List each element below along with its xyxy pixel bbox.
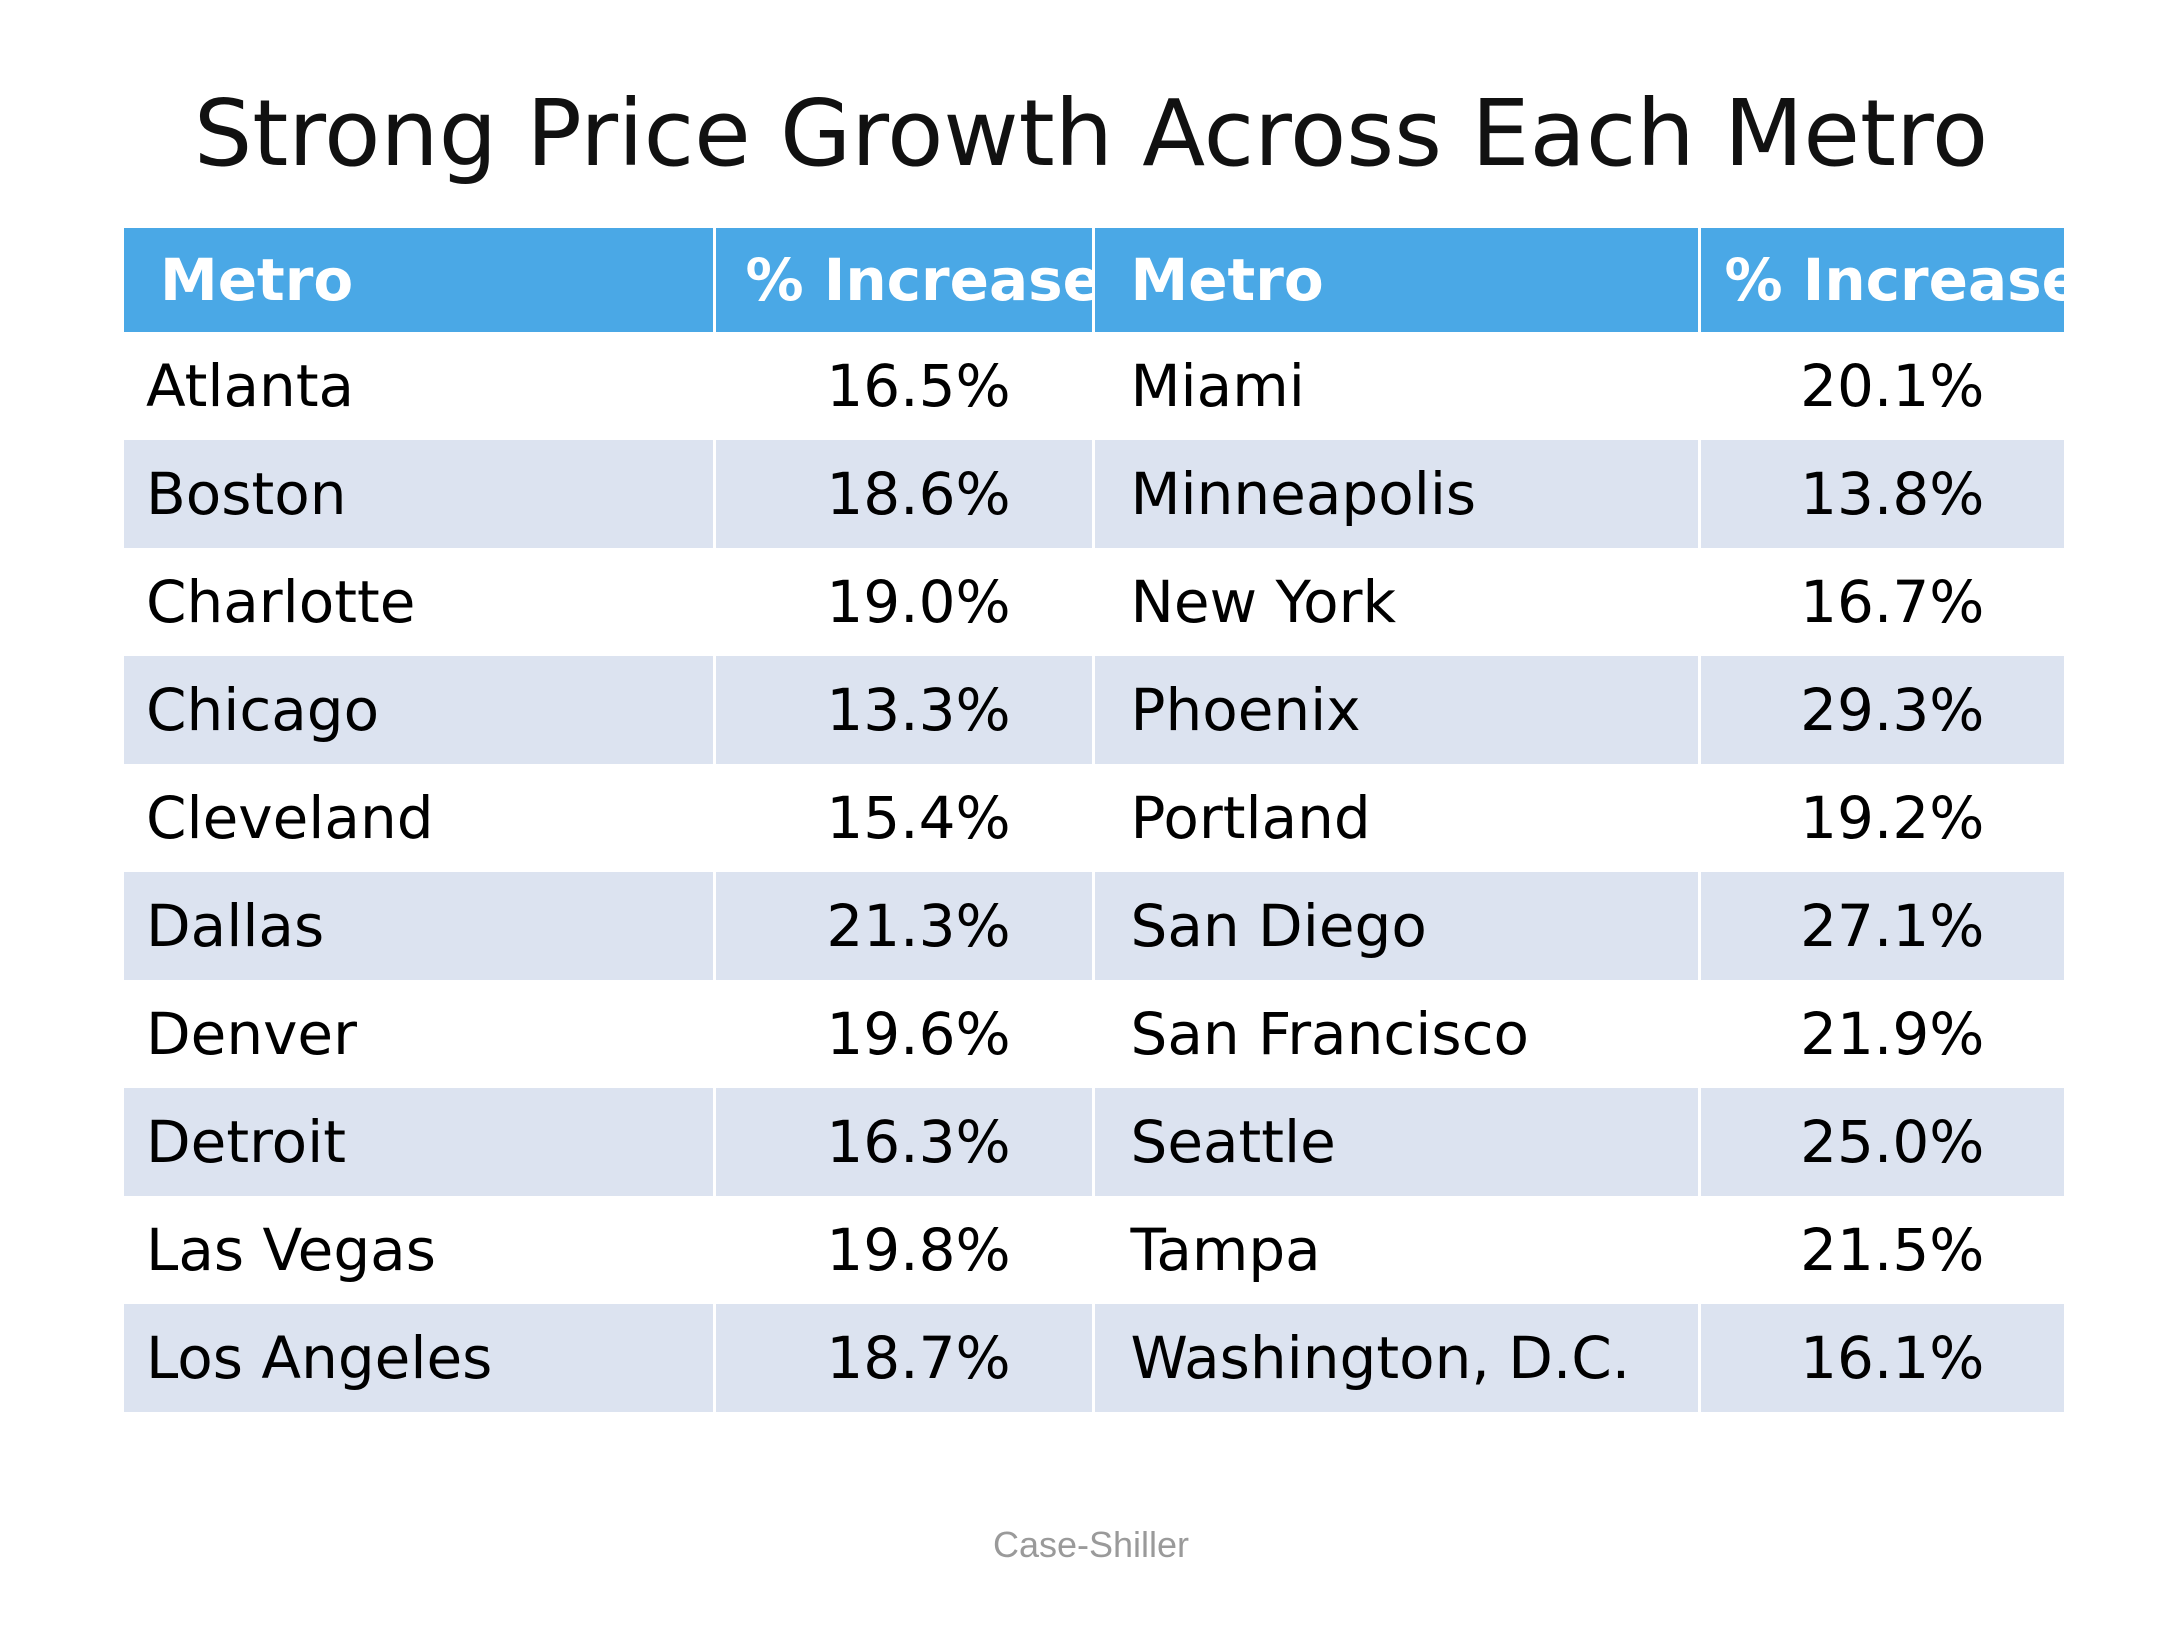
increase-value-left: 16.5% [714, 332, 1095, 440]
increase-value-right: 21.5% [1699, 1196, 2064, 1304]
table-row: Atlanta 16.5% Miami 20.1% [124, 332, 2064, 440]
header-increase-right: % Increase [1699, 228, 2064, 332]
table-header: Metro % Increase Metro % Increase [124, 228, 2064, 332]
increase-value-left: 15.4% [714, 764, 1095, 872]
table-body: Atlanta 16.5% Miami 20.1% Boston 18.6% Minneap… [124, 332, 2064, 1412]
increase-value-left: 21.3% [714, 872, 1095, 980]
table-row: Los Angeles 18.7% Washington, D.C. 16.1% [124, 1304, 2064, 1412]
metro-name-right: Seattle [1091, 1088, 1701, 1196]
metro-name-left: Dallas [124, 872, 716, 980]
increase-value-right: 16.1% [1699, 1304, 2064, 1412]
increase-value-right: 20.1% [1699, 332, 2064, 440]
table-row: Denver 19.6% San Francisco 21.9% [124, 980, 2064, 1088]
metro-name-left: Cleveland [124, 764, 716, 872]
metro-name-left: Boston [124, 440, 716, 548]
increase-value-right: 16.7% [1699, 548, 2064, 656]
metro-name-left: Las Vegas [124, 1196, 716, 1304]
metro-name-right: Washington, D.C. [1091, 1304, 1701, 1412]
metro-table-container: Metro % Increase Metro % Increase Atlant… [124, 228, 2064, 1412]
metro-name-left: Los Angeles [124, 1304, 716, 1412]
table-row: Las Vegas 19.8% Tampa 21.5% [124, 1196, 2064, 1304]
increase-value-right: 29.3% [1699, 656, 2064, 764]
metro-name-right: Miami [1091, 332, 1701, 440]
increase-value-left: 18.6% [714, 440, 1095, 548]
increase-value-right: 27.1% [1699, 872, 2064, 980]
table-row: Boston 18.6% Minneapolis 13.8% [124, 440, 2064, 548]
metro-name-left: Detroit [124, 1088, 716, 1196]
metro-name-right: Portland [1091, 764, 1701, 872]
metro-name-right: San Diego [1091, 872, 1701, 980]
header-metro-right: Metro [1091, 228, 1701, 332]
metro-name-left: Denver [124, 980, 716, 1088]
table-row: Dallas 21.3% San Diego 27.1% [124, 872, 2064, 980]
metro-price-table: Metro % Increase Metro % Increase Atlant… [124, 228, 2064, 1412]
metro-name-left: Charlotte [124, 548, 716, 656]
increase-value-right: 19.2% [1699, 764, 2064, 872]
source-caption: Case-Shiller [992, 1524, 1190, 1565]
metro-name-right: San Francisco [1091, 980, 1701, 1088]
increase-value-left: 19.8% [714, 1196, 1095, 1304]
increase-value-left: 19.6% [714, 980, 1095, 1088]
table-row: Charlotte 19.0% New York 16.7% [124, 548, 2064, 656]
increase-value-right: 21.9% [1699, 980, 2064, 1088]
increase-value-right: 25.0% [1699, 1088, 2064, 1196]
metro-name-right: Phoenix [1091, 656, 1701, 764]
metro-name-left: Chicago [124, 656, 716, 764]
header-increase-left: % Increase [714, 228, 1095, 332]
increase-value-left: 13.3% [714, 656, 1095, 764]
metro-name-right: Minneapolis [1091, 440, 1701, 548]
table-row: Cleveland 15.4% Portland 19.2% [124, 764, 2064, 872]
increase-value-left: 16.3% [714, 1088, 1095, 1196]
metro-name-right: New York [1091, 548, 1701, 656]
increase-value-left: 19.0% [714, 548, 1095, 656]
increase-value-right: 13.8% [1699, 440, 2064, 548]
metro-name-right: Tampa [1091, 1196, 1701, 1304]
table-row: Chicago 13.3% Phoenix 29.3% [124, 656, 2064, 764]
table-row: Detroit 16.3% Seattle 25.0% [124, 1088, 2064, 1196]
increase-value-left: 18.7% [714, 1304, 1095, 1412]
header-metro-left: Metro [124, 228, 716, 332]
chart-title: Strong Price Growth Across Each Metro [193, 80, 1989, 187]
header-row: Metro % Increase Metro % Increase [124, 228, 2064, 332]
metro-name-left: Atlanta [124, 332, 716, 440]
